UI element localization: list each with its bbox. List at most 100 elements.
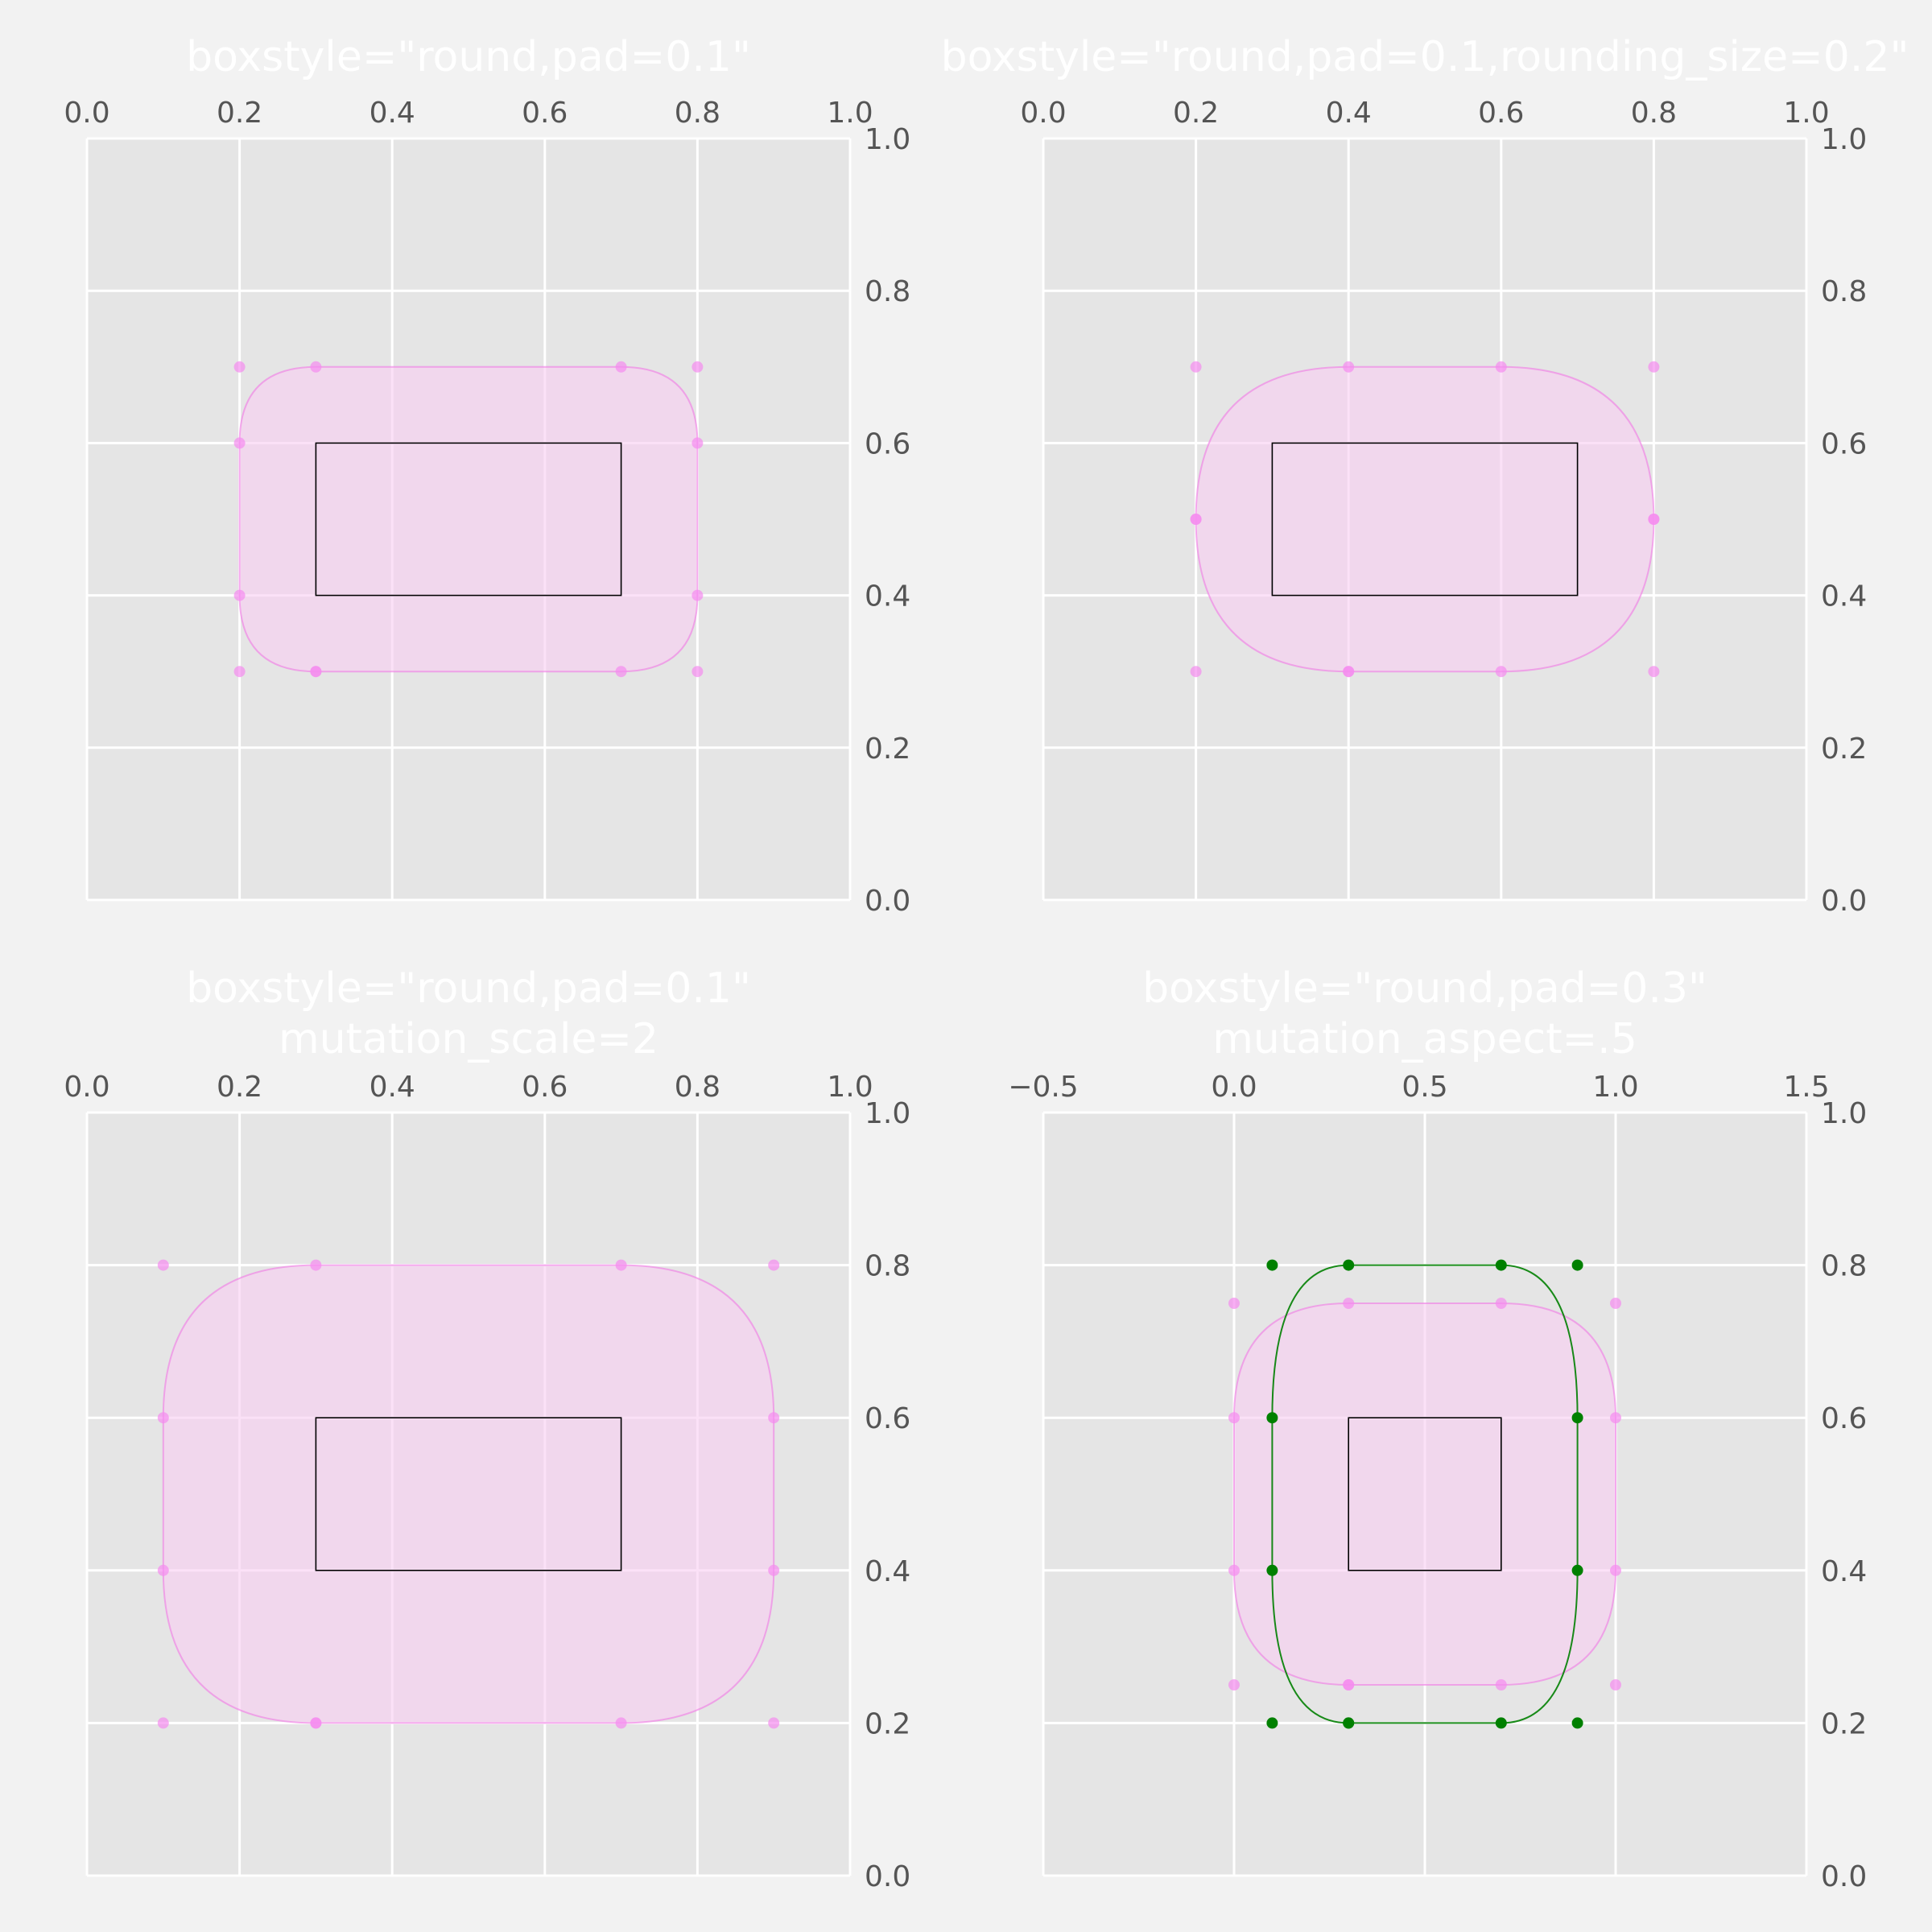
y-tick-label: 0.2 [865, 1707, 910, 1740]
control-point [157, 1717, 169, 1729]
x-tick-label: 1.0 [827, 1071, 873, 1104]
axes-panel-4: −0.5 0.0 0.5 1.0 1.50.00.20.40.60.81.0boxsty… [1008, 964, 1867, 1893]
axes-title: mutation_scale=2 [279, 1015, 658, 1063]
x-tick-label: 0.0 [64, 1071, 109, 1104]
control-point [615, 1717, 627, 1729]
control-point [768, 1564, 780, 1576]
axes-title: boxstyle="round,pad=0.3" [1142, 964, 1707, 1013]
control-point [1343, 1298, 1355, 1309]
x-tick-label: 0.8 [675, 97, 720, 130]
control-point [1228, 1298, 1240, 1309]
control-point [1343, 666, 1355, 678]
inner-bbox [315, 442, 622, 597]
control-point [1495, 666, 1507, 678]
y-tick-label: 0.6 [1821, 427, 1867, 460]
fancy-round-box-1 [238, 365, 699, 673]
control-point [1228, 1679, 1240, 1690]
x-tick-label: 0.2 [217, 1071, 262, 1104]
plot-area [233, 361, 704, 678]
control-point [1343, 361, 1355, 373]
x-tick-label: 0.6 [522, 97, 568, 130]
y-tick-label: 0.8 [865, 1250, 910, 1283]
control-point [157, 1564, 169, 1576]
y-tick-label: 0.4 [865, 1555, 910, 1588]
x-tick-label: 0.0 [64, 97, 109, 130]
control-point [691, 589, 704, 601]
control-point [615, 666, 627, 678]
control-point [1343, 1259, 1355, 1271]
control-point [310, 1259, 322, 1271]
control-point [233, 437, 246, 449]
y-tick-label: 1.0 [1821, 123, 1867, 156]
control-point [157, 1259, 169, 1271]
control-point [233, 589, 246, 601]
control-point [691, 361, 704, 373]
control-point [1648, 666, 1660, 678]
x-tick-label: 0.0 [1020, 97, 1066, 130]
x-tick-label: −0.5 [1008, 1071, 1078, 1104]
control-point [1648, 361, 1660, 373]
control-point [1266, 1412, 1278, 1424]
control-point [1495, 1679, 1507, 1690]
plot-area [157, 1259, 780, 1729]
control-point [1343, 1717, 1355, 1729]
y-tick-label: 0.2 [865, 733, 910, 766]
y-tick-label: 1.0 [1821, 1097, 1867, 1130]
y-tick-label: 0.8 [1821, 275, 1867, 308]
y-tick-label: 0.4 [1821, 580, 1867, 613]
axes-title: boxstyle="round,pad=0.1" [186, 33, 751, 81]
control-point [1571, 1564, 1583, 1576]
y-tick-label: 1.0 [865, 123, 910, 156]
control-point [615, 361, 627, 373]
x-tick-label: 0.5 [1402, 1071, 1447, 1104]
control-point [691, 666, 704, 678]
plot-area [1190, 361, 1660, 678]
inner-bbox [1348, 1417, 1502, 1571]
control-point [233, 666, 246, 678]
y-tick-label: 0.6 [865, 427, 910, 460]
control-point [1571, 1717, 1583, 1729]
control-point [1571, 1259, 1583, 1271]
x-tick-label: 0.6 [522, 1071, 568, 1104]
y-tick-label: 0.0 [865, 1860, 910, 1893]
y-tick-label: 0.8 [1821, 1250, 1867, 1283]
axes-panel-1: 0.0 0.2 0.4 0.6 0.8 1.0 0.0 0.2 0.4 0.6 0.8 1.0 boxs… [64, 33, 910, 918]
control-point [1266, 1564, 1278, 1576]
y-tick-label: 0.8 [865, 275, 910, 308]
control-point [1190, 666, 1202, 678]
inner-bbox [1271, 442, 1579, 597]
axes-title: boxstyle="round,pad=0.1" [186, 964, 751, 1013]
control-point [1610, 1564, 1621, 1576]
control-point [1266, 1259, 1278, 1271]
x-tick-label: 0.8 [1631, 97, 1677, 130]
x-tick-label: 1.5 [1783, 1071, 1829, 1104]
control-point [1610, 1298, 1621, 1309]
fancy-round-box-1 [1195, 365, 1655, 673]
plot-area [1228, 1259, 1621, 1729]
x-tick-label: 0.4 [1326, 97, 1372, 130]
control-point [1495, 1717, 1507, 1729]
y-tick-label: 0.4 [865, 580, 910, 613]
axes-panel-2: 0.0 0.2 0.4 0.6 0.8 1.0 0.0 0.2 0.4 0.6 0.8 1.0 boxs… [941, 33, 1909, 918]
x-tick-label: 1.0 [1783, 97, 1829, 130]
y-tick-label: 0.2 [1821, 1707, 1867, 1740]
control-point [1190, 361, 1202, 373]
control-point [157, 1412, 169, 1424]
control-point [1495, 361, 1507, 373]
x-tick-label: 0.6 [1478, 97, 1524, 130]
y-tick-label: 0.6 [865, 1402, 910, 1435]
control-point [1495, 1259, 1507, 1271]
control-point [1343, 1679, 1355, 1690]
x-tick-label: 0.2 [217, 97, 262, 130]
x-tick-label: 0.8 [675, 1071, 720, 1104]
inner-bbox [315, 1417, 622, 1571]
control-point [768, 1259, 780, 1271]
control-point [1610, 1412, 1621, 1424]
control-point [1495, 1298, 1507, 1309]
control-point [691, 437, 704, 449]
control-point [1610, 1679, 1621, 1690]
y-tick-label: 0.0 [1821, 885, 1867, 918]
fancy-round-box-1 [1233, 1302, 1616, 1686]
